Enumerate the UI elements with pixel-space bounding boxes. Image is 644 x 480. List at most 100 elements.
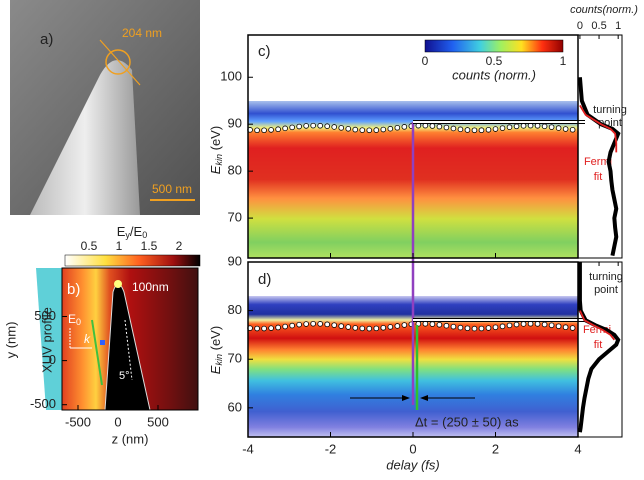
trace-dot [422,320,429,327]
trace-dot [261,325,267,332]
trace-dot [464,127,471,133]
trace-dot [401,124,408,130]
trace-dot [534,122,541,129]
trace-dot [310,122,316,129]
trace-dot [513,321,520,328]
y-label-part: (eV) [208,326,223,354]
trace-dot [268,325,274,331]
annotation: point [594,284,618,296]
trace-dot [464,325,471,332]
trace-dot [450,323,457,330]
annotation: fit [594,339,603,351]
trace-dot [457,126,464,133]
colorbar-label-part: y [125,230,130,240]
y-tick-label: 500 [34,308,56,323]
colorbar-label: counts (norm.) [452,67,536,82]
trace-dot [338,323,345,329]
x-tick-label: -500 [65,414,91,429]
frame [577,34,623,259]
trace-dot [282,323,288,330]
trace-dot [359,325,366,332]
y-label-part: kin [214,154,224,166]
arrow-head [420,395,428,401]
panel-label: b) [67,281,80,298]
trace-dot [338,125,345,131]
trace-dot [520,123,527,129]
trace-dot [345,126,352,132]
x-tick-label: -4 [242,441,254,456]
y-tick-label: 60 [228,399,242,414]
trace-dot [310,320,316,327]
colorbar-tick-label: 1.5 [141,239,158,253]
trace-dot [471,127,478,134]
fit-line [579,310,616,341]
colorbar [424,39,564,53]
trace-dot [296,321,302,328]
y-label-part: kin [214,354,224,366]
x-tick-label: 1 [615,20,621,32]
y-label-part: (eV) [208,126,223,154]
colorbar-tick-label: 0.5 [486,54,503,68]
trace-dot [275,126,281,133]
trace-dot [569,126,576,133]
trace-dot [436,123,443,130]
panel-label: a) [40,31,53,48]
trace-dot [520,321,527,327]
k-label: k [84,332,91,346]
trace-dot [478,325,485,332]
trace-dot [254,325,260,332]
trace-dot [296,123,302,130]
trace-dot [492,324,499,331]
x-tick-label: 500 [147,414,169,429]
x-tick-label: -2 [325,441,337,456]
trace-dot [562,126,569,132]
trace-dot [261,127,267,134]
trace-dot [492,126,499,132]
trace-dot [527,320,534,327]
trace-dot [513,123,520,130]
panel-label: c) [258,43,271,60]
colorbar [64,254,201,267]
y-axis-label: Ekin (eV) [208,326,224,374]
tip-image [30,60,140,215]
trace-dot [471,325,478,332]
trace-dot [275,324,281,331]
trace-dot [394,323,401,329]
field-label-main: E [68,312,76,326]
trace-dot [506,322,513,329]
y-tick-label: 70 [228,351,242,366]
trace-dot [373,127,380,133]
y-tick-label: 80 [228,302,242,317]
x-tick-label: 0.5 [591,20,606,32]
y-label-part: E [208,365,223,374]
frame [577,261,623,438]
xuv-profile [36,268,62,410]
trace-dot [380,126,387,133]
colorbar-label-part: E [117,224,126,239]
y-tick-label: 0 [49,352,56,367]
tip-circle [105,49,131,75]
trace-dot [436,321,443,328]
trace-dot [429,321,436,327]
trace-dot [366,325,373,332]
y-tick-label: 100 [220,69,242,84]
colorbar-label-part: /E [130,224,143,239]
marker [100,340,105,345]
y-tick-label: 70 [228,210,242,225]
panel-label: d) [258,271,271,288]
y-label-part: E [208,165,223,174]
trace-dot [352,126,359,133]
trace-dot [289,124,295,131]
annotation: fit [594,171,603,183]
trace-dot [254,127,260,134]
x-tick-label: 0 [577,20,583,32]
x-tick-label: 0 [114,414,121,429]
trace-dot [387,324,394,330]
xuv-label: XUV profile [39,307,54,373]
trace-dot [282,125,288,132]
trace-dot [457,324,464,331]
colorbar-tick-label: 0.5 [81,239,98,253]
trace-dot [548,124,555,130]
